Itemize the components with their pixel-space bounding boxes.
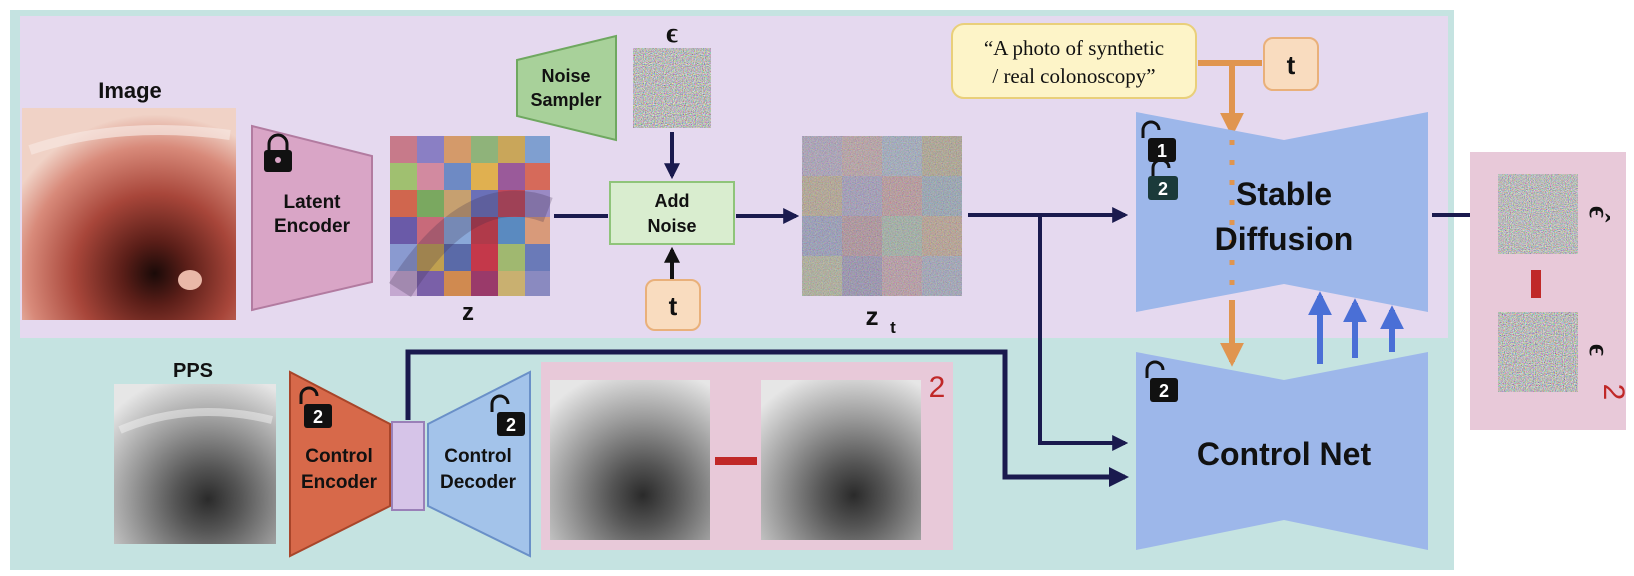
stable-diffusion-unet xyxy=(1136,112,1428,312)
control-net-label: Control Net xyxy=(1197,436,1372,472)
text-prompt-box xyxy=(951,23,1197,99)
mucosa-highlight xyxy=(28,125,231,155)
control-net-badge-number: 2 xyxy=(1159,381,1169,401)
noise-sampler xyxy=(516,34,617,142)
text-prompt-line-1: “A photo of synthetic xyxy=(984,36,1164,60)
unlock-icon-stage2: 2 xyxy=(1148,158,1178,200)
badge-stage1-number: 1 xyxy=(1157,141,1167,161)
epsilon-target-image xyxy=(1498,312,1578,392)
z-label: z xyxy=(462,299,474,326)
stable-diffusion-label-2: Diffusion xyxy=(1215,221,1354,257)
stable-diffusion-label-1: Stable xyxy=(1236,176,1332,212)
polyp-highlight xyxy=(178,270,202,290)
latent-encoder-label-1: Latent xyxy=(284,192,342,213)
add-noise-label-2: Noise xyxy=(647,216,696,236)
output-stage-label: 2 xyxy=(1597,384,1630,401)
reconstruction-target-image xyxy=(761,380,921,540)
unlock-icon-stage1: 1 xyxy=(1141,120,1176,162)
zt-label: z xyxy=(866,301,879,331)
latent-encoder-label-2: Encoder xyxy=(274,216,351,237)
pps-image xyxy=(114,384,276,544)
timestep-box xyxy=(645,279,701,331)
noise-sampler-label-2: Sampler xyxy=(530,90,601,110)
latent-z-grid xyxy=(389,136,553,297)
control-decoder-label-2: Decoder xyxy=(440,472,517,493)
epsilon-label: ϵ xyxy=(666,18,678,49)
noise-sampler-label-1: Noise xyxy=(541,66,590,86)
control-decoder-label-1: Control xyxy=(444,446,512,467)
control-encoder-label-2: Encoder xyxy=(301,472,378,493)
add-noise-label-1: Add xyxy=(655,191,690,211)
unlock-icon-control-decoder: 2 xyxy=(490,394,525,436)
reconstruction-minus-sign xyxy=(715,457,757,465)
epsilon-hat-image xyxy=(1498,174,1578,254)
add-noise-box xyxy=(609,181,735,245)
prompt-timestep-box xyxy=(1263,37,1319,91)
noisy-latent-zt xyxy=(802,136,962,296)
control-encoder-label-1: Control xyxy=(305,446,373,467)
text-prompt-line-2: / real colonoscopy” xyxy=(992,64,1155,88)
output-minus-sign xyxy=(1531,270,1541,298)
reconstruction-image xyxy=(550,380,710,540)
pps-label: PPS xyxy=(173,360,213,382)
prompt-timestep-label: t xyxy=(1287,50,1296,80)
arrow-bottleneck-to-control-net xyxy=(405,349,1129,487)
pps-highlight xyxy=(118,408,273,434)
timestep-label: t xyxy=(669,291,678,321)
image-label: Image xyxy=(98,78,162,103)
epsilon-target-label: ϵ xyxy=(1583,344,1614,356)
lock-icon xyxy=(264,133,292,172)
control-net-unet xyxy=(1136,352,1428,550)
reconstruction-stage-label: 2 xyxy=(929,371,946,404)
control-decoder-badge-number: 2 xyxy=(506,415,516,435)
zt-subscript: t xyxy=(890,318,896,337)
unlock-icon-control-encoder: 2 xyxy=(299,386,332,428)
arrow-zt-to-control-net xyxy=(968,213,1129,451)
unlock-icon-control-net: 2 xyxy=(1145,360,1178,402)
epsilon-noise-image xyxy=(633,48,711,128)
control-encoder-badge-number: 2 xyxy=(313,407,323,427)
control-bottleneck xyxy=(391,421,425,511)
badge-stage2-number: 2 xyxy=(1158,179,1168,199)
